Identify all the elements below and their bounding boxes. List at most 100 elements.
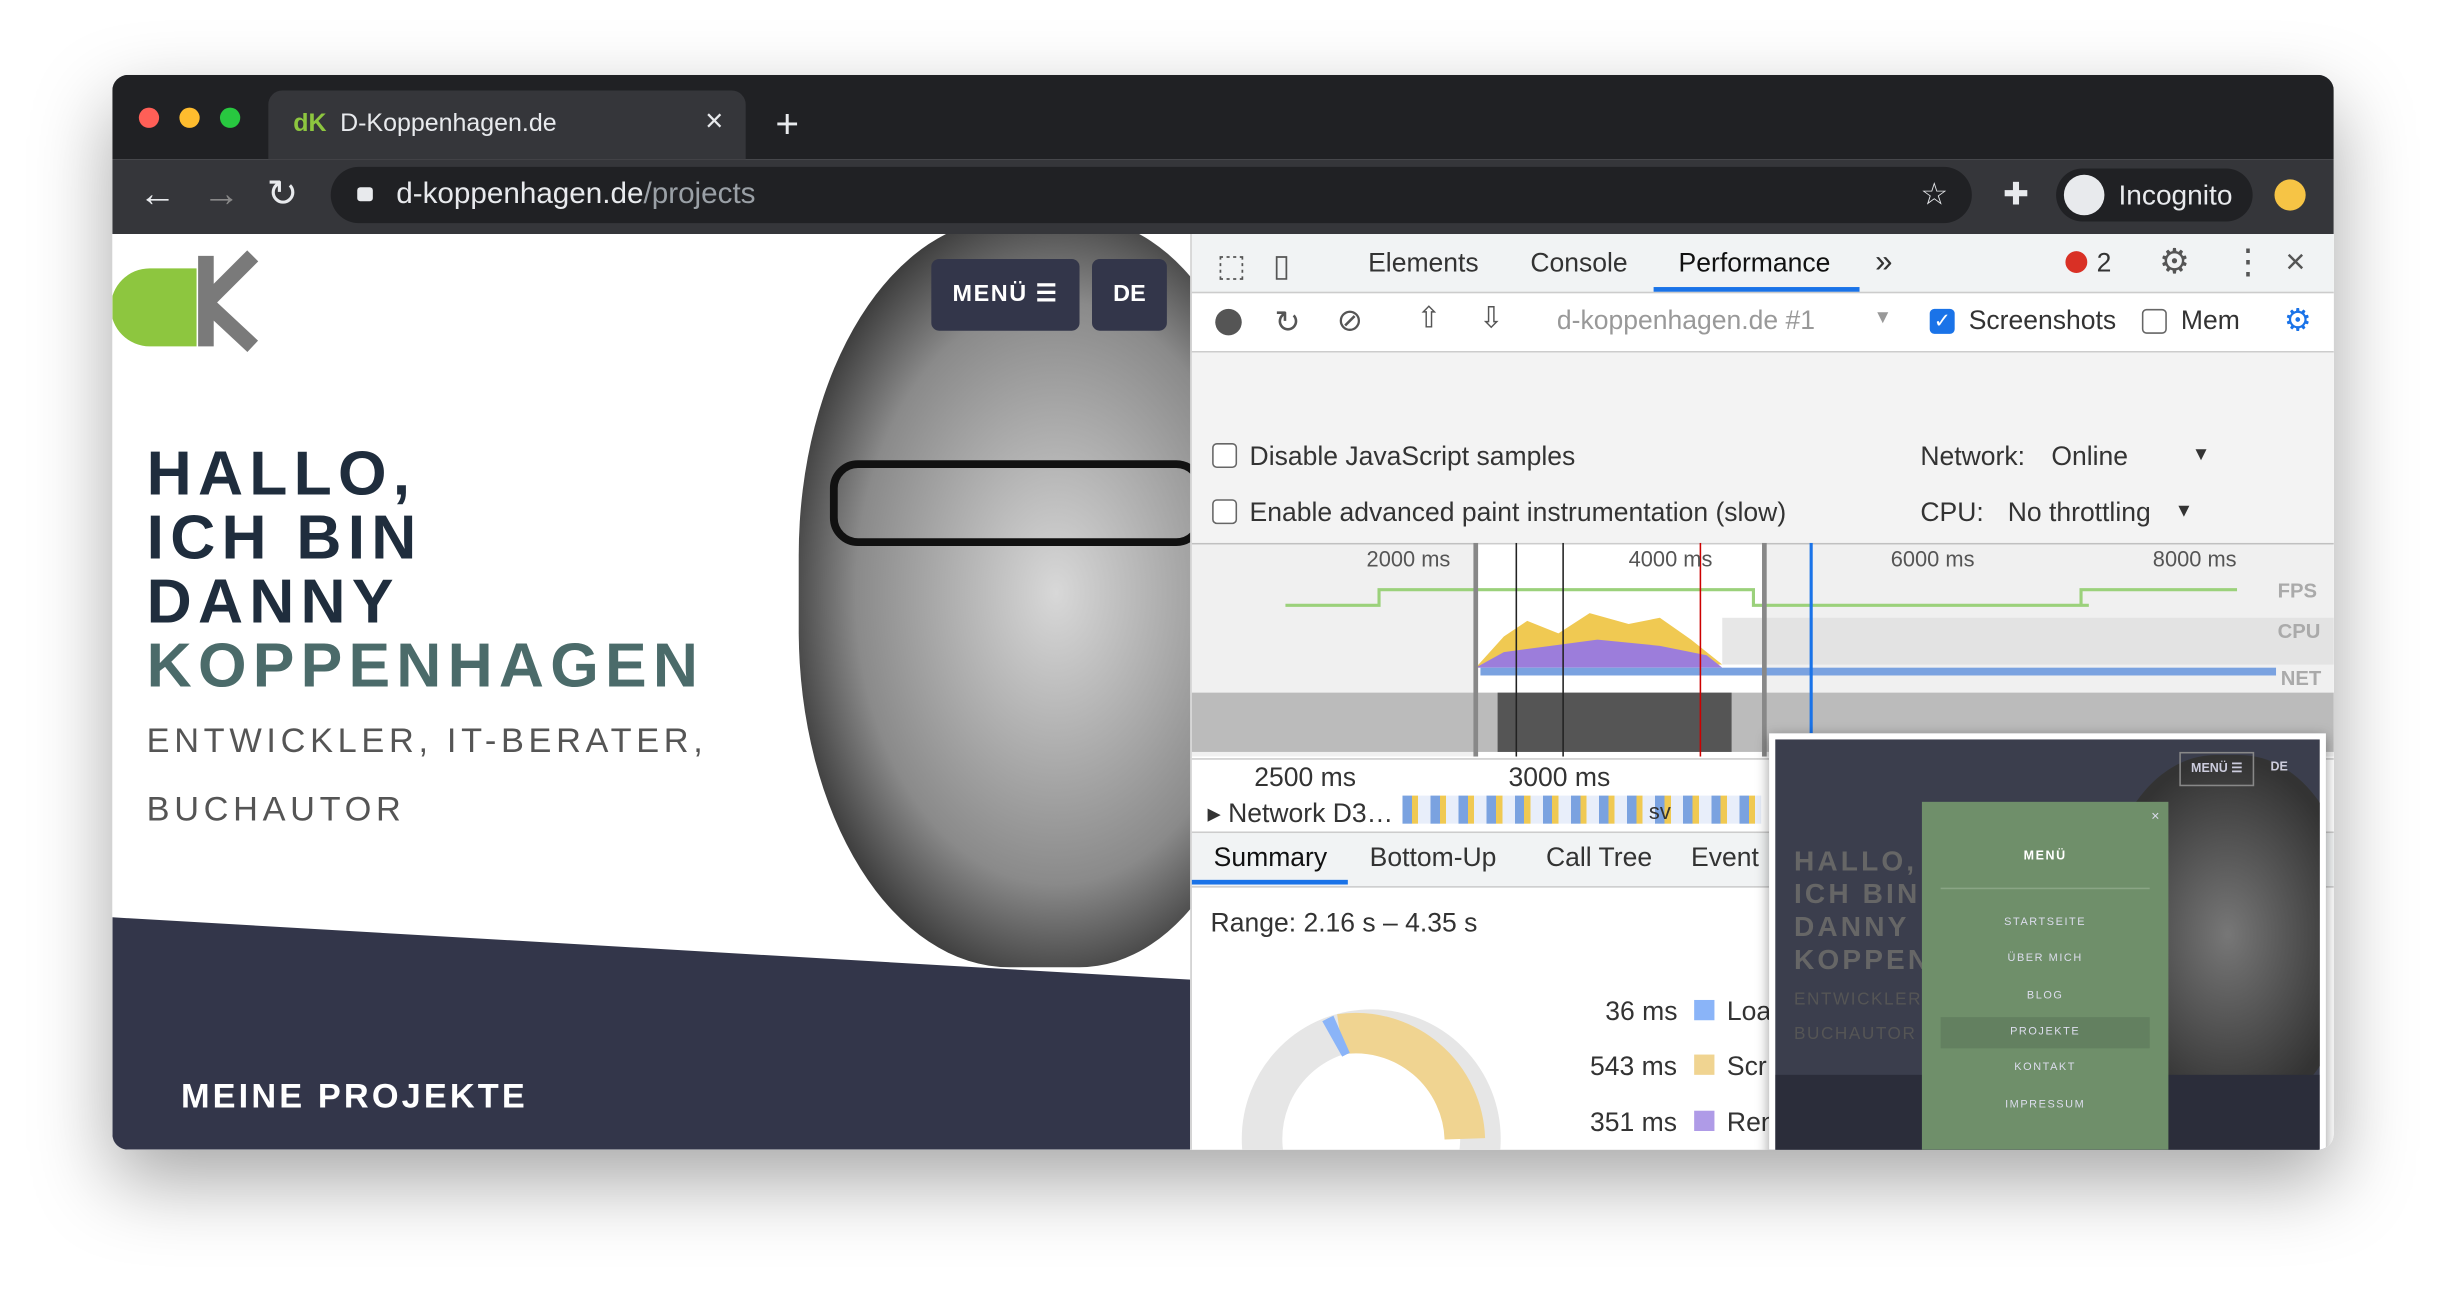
summary-time: 36 ms bbox=[1605, 996, 1678, 1027]
subtitle-line: BUCHAUTOR bbox=[146, 789, 406, 829]
website-shapes bbox=[112, 250, 1191, 1150]
network-label: Network: bbox=[1920, 441, 2026, 472]
track-snippet: sv bbox=[1648, 798, 1671, 824]
setting-label: Disable JavaScript samples bbox=[1249, 441, 1576, 472]
error-count[interactable]: 2 bbox=[2096, 248, 2112, 278]
capture-settings[interactable]: ⚙ bbox=[2283, 304, 2312, 339]
active-tab[interactable] bbox=[268, 90, 746, 160]
popup-item: ÜBER MICH bbox=[2007, 953, 2083, 965]
track-label: FPS bbox=[2277, 578, 2318, 603]
tab-title: D-Koppenhagen.de bbox=[340, 110, 557, 138]
paint-checkbox[interactable] bbox=[1212, 499, 1238, 525]
popup-item: PROJEKTE bbox=[2010, 1026, 2081, 1038]
error-icon bbox=[2065, 251, 2088, 273]
preview-lang: DE bbox=[2270, 759, 2288, 774]
preview-heading-line: KOPPEN bbox=[1793, 943, 1932, 975]
preview-subtitle-line: ENTWICKLER bbox=[1793, 990, 1923, 1010]
legend-swatch bbox=[1694, 1054, 1715, 1075]
cpu-label: CPU: bbox=[1920, 497, 1984, 528]
dark-band bbox=[112, 917, 1191, 1150]
dropdown-arrow: ▼ bbox=[2191, 443, 2211, 465]
preview-heading-line: ICH BIN bbox=[1793, 878, 1921, 910]
preview-menu-popup: × MENÜ STARTSEITE ÜBER MICH BLOG PROJEKT… bbox=[1921, 801, 2169, 1150]
checkbox-label: Mem bbox=[2180, 305, 2240, 336]
forward-button[interactable]: → bbox=[202, 173, 241, 216]
devtools-tab[interactable]: Console bbox=[1530, 248, 1628, 278]
preview-heading-line: HALLO, bbox=[1793, 845, 1918, 877]
kebab-menu[interactable]: ⋮ bbox=[2230, 241, 2266, 281]
summary-label: Ren bbox=[1726, 1107, 1776, 1138]
close-devtools[interactable]: × bbox=[2285, 241, 2306, 281]
settings-icon[interactable]: ⚙ bbox=[2159, 241, 2190, 281]
popup-close: × bbox=[2151, 808, 2160, 824]
menu-button[interactable]: MENÜ ☰ bbox=[931, 258, 1080, 331]
devtools: ⬚ ▯ Elements Console Performance » 2 ⚙ ⋮… bbox=[1190, 233, 2334, 1150]
url-path: /projects bbox=[643, 177, 756, 211]
menu-label: MENÜ bbox=[952, 280, 1028, 308]
clear-button[interactable]: ⊘ bbox=[1336, 304, 1364, 339]
dropdown-arrow: ▼ bbox=[2174, 499, 2194, 522]
summary-label: Scr bbox=[1726, 1051, 1767, 1082]
record-button[interactable] bbox=[1215, 308, 1242, 336]
preview-subtitle: ENTWICKLER BUCHAUTOR bbox=[1794, 983, 1922, 1052]
inspect-icon[interactable]: ⬚ bbox=[1216, 249, 1247, 284]
new-tab[interactable]: + bbox=[775, 99, 800, 147]
overview-tick: 4000 ms bbox=[1628, 546, 1713, 571]
legend-swatch bbox=[1694, 999, 1715, 1021]
maximize-button[interactable] bbox=[219, 107, 241, 128]
address-bar[interactable] bbox=[330, 166, 1972, 224]
popup-item: KONTAKT bbox=[2014, 1062, 2076, 1074]
network-track[interactable]: ▸ Network D3… bbox=[1207, 798, 1394, 830]
extensions-icon[interactable]: ✚ bbox=[2003, 177, 2030, 213]
heading-line: DANNY bbox=[146, 567, 400, 637]
screenshots-checkbox[interactable]: ✓ bbox=[1929, 308, 1955, 334]
memory-checkbox[interactable] bbox=[2141, 308, 2167, 334]
preview-menu-label: MENÜ bbox=[2191, 761, 2228, 776]
profile-label: Incognito bbox=[2118, 179, 2233, 211]
url-host: d-koppenhagen.de bbox=[396, 177, 644, 211]
cpu-select[interactable]: No throttling bbox=[2007, 497, 2151, 528]
summary-tab[interactable]: Event bbox=[1691, 842, 1759, 873]
download-button[interactable]: ⇩ bbox=[1478, 302, 1504, 336]
tab-close[interactable]: × bbox=[705, 104, 724, 139]
section-title: MEINE PROJEKTE bbox=[180, 1076, 528, 1116]
network-requests bbox=[1402, 795, 1762, 824]
donut-loading bbox=[1322, 1015, 1351, 1057]
device-icon[interactable]: ▯ bbox=[1272, 249, 1291, 284]
minimize-button[interactable] bbox=[179, 107, 200, 128]
net-bar bbox=[1480, 667, 2277, 676]
upload-button[interactable]: ⇧ bbox=[1416, 302, 1442, 336]
back-button[interactable]: ← bbox=[138, 173, 177, 216]
portrait-photo bbox=[798, 233, 1191, 968]
range-label: Range: 2.16 s – 4.35 s bbox=[1210, 907, 1478, 938]
network-select[interactable]: Online bbox=[2051, 441, 2129, 472]
active-tab-indicator bbox=[1191, 879, 1348, 885]
reload-button[interactable]: ↻ bbox=[266, 173, 299, 216]
language-button[interactable]: DE bbox=[1092, 258, 1167, 331]
reload-record[interactable]: ↻ bbox=[1274, 305, 1301, 341]
idle-hatch bbox=[1722, 617, 2334, 665]
screenshot-preview: MENÜ ☰ DE HALLO, ICH BIN DANNY KOPPEN EN… bbox=[1769, 733, 2326, 1150]
js-samples-checkbox[interactable] bbox=[1212, 443, 1238, 468]
bookmark-star[interactable]: ☆ bbox=[1920, 177, 1949, 213]
extension-badge[interactable] bbox=[2274, 179, 2306, 211]
track-label: CPU bbox=[2277, 619, 2321, 643]
summary-time: 351 ms bbox=[1590, 1107, 1677, 1138]
devtools-tab[interactable]: Elements bbox=[1368, 248, 1479, 278]
more-tabs[interactable]: » bbox=[1875, 244, 1893, 280]
devtools-tabbar bbox=[1191, 233, 2334, 294]
recording-select[interactable]: d-koppenhagen.de #1 bbox=[1556, 305, 1815, 336]
summary-tab-active[interactable]: Summary bbox=[1213, 842, 1328, 873]
popup-title: MENÜ bbox=[2023, 848, 2067, 863]
popup-item: IMPRESSUM bbox=[2005, 1099, 2086, 1111]
devtools-tab-active[interactable]: Performance bbox=[1678, 248, 1831, 278]
preview-subtitle-line: BUCHAUTOR bbox=[1793, 1024, 1917, 1044]
close-button[interactable] bbox=[138, 107, 160, 128]
url: d-koppenhagen.de/projects bbox=[396, 178, 755, 212]
browser-window: dK D-Koppenhagen.de × + ← → ↻ d-koppenha… bbox=[112, 74, 2334, 1150]
summary-tab[interactable]: Call Tree bbox=[1545, 842, 1653, 873]
summary-tab[interactable]: Bottom-Up bbox=[1369, 842, 1497, 873]
lock-icon bbox=[357, 187, 373, 202]
